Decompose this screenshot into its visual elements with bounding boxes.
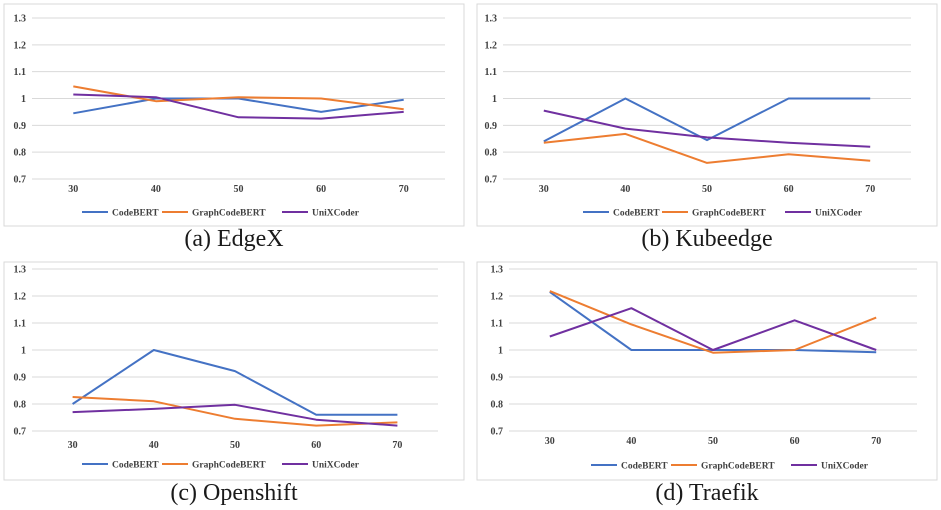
- chart-edgex: 0.7 0.8 0.9 1 1.1 1.2 1.3 30 40 50 60 70 CodeBERT Gra…: [3, 3, 465, 227]
- legend-label: GraphCodeBERT: [192, 461, 266, 471]
- x-tick-label: 30: [539, 184, 549, 195]
- legend-label: GraphCodeBERT: [701, 462, 775, 472]
- y-tick-label: 1.2: [14, 292, 27, 303]
- series-line-graphcodebert: [72, 396, 398, 427]
- series-line-unixcoder: [72, 403, 398, 427]
- y-tick-label: 1: [492, 94, 497, 105]
- y-tick-label: 1.1: [491, 319, 504, 330]
- y-tick-label: 0.8: [491, 400, 504, 411]
- legend-label: UniXCoder: [815, 209, 863, 219]
- x-tick-label: 40: [620, 184, 630, 195]
- y-tick-label: 0.8: [485, 148, 498, 159]
- x-tick-label: 70: [871, 436, 881, 447]
- legend-label: CodeBERT: [613, 209, 660, 219]
- y-tick-label: 1.1: [14, 319, 27, 330]
- y-tick-label: 0.9: [485, 121, 498, 132]
- x-tick-label: 60: [316, 184, 326, 195]
- chart-panel-kubeedge: 0.7 0.8 0.9 1 1.1 1.2 1.3 30 40 50 60 70 CodeBERT Gra…: [473, 0, 941, 258]
- y-tick-label: 1.1: [485, 67, 498, 78]
- legend-label: CodeBERT: [112, 209, 159, 219]
- y-tick-label: 1.3: [14, 14, 27, 25]
- chart-panel-edgex: 0.7 0.8 0.9 1 1.1 1.2 1.3 30 40 50 60 70 CodeBERT Gra…: [0, 0, 468, 258]
- y-tick-label: 1: [21, 346, 26, 357]
- x-tick-label: 60: [784, 184, 794, 195]
- x-tick-label: 30: [68, 440, 78, 451]
- x-tick-label: 40: [626, 436, 636, 447]
- x-tick-label: 70: [399, 184, 409, 195]
- y-tick-label: 0.9: [491, 373, 504, 384]
- chart-caption: (a) EdgeX: [184, 226, 284, 252]
- x-tick-label: 50: [230, 440, 240, 451]
- y-tick-label: 0.8: [14, 400, 27, 411]
- y-tick-label: 0.8: [14, 148, 27, 159]
- x-tick-label: 60: [311, 440, 321, 451]
- y-tick-label: 1.3: [14, 265, 27, 276]
- legend-label: UniXCoder: [312, 209, 360, 219]
- chart-kubeedge: 0.7 0.8 0.9 1 1.1 1.2 1.3 30 40 50 60 70 CodeBERT Gra…: [476, 3, 938, 227]
- y-tick-label: 1: [498, 346, 503, 357]
- x-tick-label: 50: [708, 436, 718, 447]
- legend-label: UniXCoder: [312, 461, 360, 471]
- x-tick-label: 40: [149, 440, 159, 451]
- y-tick-label: 1.3: [491, 265, 504, 276]
- legend-label: GraphCodeBERT: [192, 209, 266, 219]
- chart-area: [3, 3, 465, 227]
- y-tick-label: 1.2: [14, 40, 27, 51]
- legend-label: UniXCoder: [821, 462, 869, 472]
- y-tick-label: 0.9: [14, 373, 27, 384]
- legend-label: GraphCodeBERT: [692, 209, 766, 219]
- x-tick-label: 70: [392, 440, 402, 451]
- chart-caption: (b) Kubeedge: [641, 226, 773, 252]
- series-line-codebert: [72, 349, 398, 416]
- chart-area: [476, 3, 938, 227]
- series-line-unixcoder: [73, 93, 404, 120]
- legend-label: CodeBERT: [112, 461, 159, 471]
- chart-panel-openshift: 0.7 0.8 0.9 1 1.1 1.2 1.3 30 40 50 60 70 CodeBERT Gra…: [0, 258, 468, 510]
- chart-traefik: 0.7 0.8 0.9 1 1.1 1.2 1.3 30 40 50 60 70 CodeBERT Gra…: [476, 261, 938, 481]
- chart-caption: (c) Openshift: [170, 480, 298, 506]
- x-tick-label: 70: [865, 184, 875, 195]
- y-tick-label: 0.7: [485, 175, 498, 186]
- y-tick-label: 1.1: [14, 67, 27, 78]
- y-tick-label: 0.7: [491, 427, 504, 438]
- y-tick-label: 1: [21, 94, 26, 105]
- x-tick-label: 50: [702, 184, 712, 195]
- legend-label: CodeBERT: [621, 462, 668, 472]
- chart-panel-traefik: 0.7 0.8 0.9 1 1.1 1.2 1.3 30 40 50 60 70 CodeBERT Gra…: [473, 258, 941, 510]
- y-tick-label: 0.7: [14, 427, 27, 438]
- x-tick-label: 30: [68, 184, 78, 195]
- chart-area: [476, 261, 938, 481]
- x-tick-label: 30: [545, 436, 555, 447]
- x-tick-label: 40: [151, 184, 161, 195]
- x-tick-label: 60: [790, 436, 800, 447]
- y-tick-label: 1.2: [491, 292, 504, 303]
- y-tick-label: 1.3: [485, 14, 498, 25]
- x-tick-label: 50: [234, 184, 244, 195]
- chart-caption: (d) Traefik: [655, 480, 759, 506]
- y-tick-label: 0.7: [14, 175, 27, 186]
- chart-openshift: 0.7 0.8 0.9 1 1.1 1.2 1.3 30 40 50 60 70 CodeBERT Gra…: [3, 261, 465, 481]
- y-tick-label: 0.9: [14, 121, 27, 132]
- y-tick-label: 1.2: [485, 40, 498, 51]
